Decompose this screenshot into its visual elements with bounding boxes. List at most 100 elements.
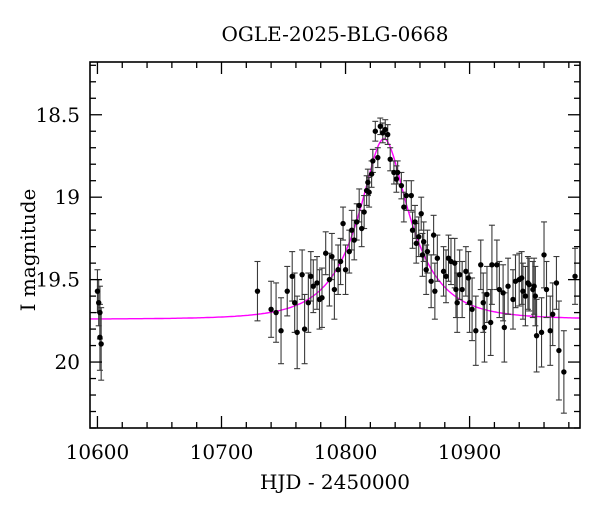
data-point xyxy=(494,262,500,268)
data-point xyxy=(387,156,393,162)
data-point xyxy=(473,328,479,334)
data-point xyxy=(423,267,429,273)
data-point xyxy=(305,300,312,306)
data-point xyxy=(319,295,325,301)
data-point xyxy=(403,192,410,199)
data-point xyxy=(322,250,329,256)
data-point xyxy=(443,273,449,280)
data-point xyxy=(254,288,261,294)
y-tick-label: 18.5 xyxy=(35,103,80,127)
data-point xyxy=(526,281,532,288)
data-point xyxy=(95,300,102,306)
data-point xyxy=(368,171,375,177)
data-point xyxy=(268,306,274,312)
data-point xyxy=(480,300,486,306)
data-point xyxy=(346,248,352,255)
data-point xyxy=(329,253,335,260)
data-point xyxy=(393,176,400,182)
data-point xyxy=(337,258,344,265)
data-point xyxy=(331,286,338,293)
data-point xyxy=(299,271,305,278)
data-point xyxy=(408,192,414,199)
data-point xyxy=(278,328,284,334)
y-tick-label: 20 xyxy=(55,350,80,374)
data-point xyxy=(419,252,426,258)
data-point xyxy=(541,252,547,258)
data-point xyxy=(432,288,438,294)
data-point xyxy=(520,288,526,294)
error-bars xyxy=(94,117,579,414)
data-point xyxy=(561,369,567,375)
data-point xyxy=(463,268,469,275)
data-point xyxy=(556,347,562,354)
data-point xyxy=(430,232,437,238)
data-point xyxy=(372,128,379,134)
data-point xyxy=(532,293,539,299)
data-point xyxy=(469,306,475,312)
data-point xyxy=(377,123,383,129)
data-point xyxy=(505,283,511,289)
data-point xyxy=(358,225,365,232)
data-point xyxy=(398,182,405,189)
data-point xyxy=(354,219,360,225)
x-tick-label: 10800 xyxy=(314,440,378,464)
data-point xyxy=(391,169,397,176)
data-point xyxy=(550,311,556,317)
data-point xyxy=(273,309,279,316)
data-point xyxy=(501,324,508,331)
data-point xyxy=(418,210,424,217)
data-point xyxy=(466,300,473,306)
x-axis-label: HJD - 2450000 xyxy=(259,470,411,494)
data-point xyxy=(440,268,447,275)
data-point xyxy=(412,219,418,225)
data-point xyxy=(314,280,320,286)
data-point xyxy=(459,286,465,293)
data-point xyxy=(572,273,578,280)
data-point xyxy=(518,275,525,281)
data-point xyxy=(284,288,290,294)
data-point xyxy=(538,329,545,336)
data-point xyxy=(361,209,367,215)
axis-ticks xyxy=(90,62,580,429)
x-tick-label: 10600 xyxy=(66,440,130,464)
data-point xyxy=(394,169,401,176)
data-point xyxy=(543,286,550,293)
data-point xyxy=(366,189,372,195)
data-point xyxy=(98,341,104,347)
data-point xyxy=(401,204,407,210)
data-point xyxy=(481,324,488,331)
plot-frame xyxy=(89,61,581,429)
data-point xyxy=(434,255,441,261)
data-point xyxy=(94,288,101,294)
data-point xyxy=(424,248,431,255)
data-point xyxy=(500,290,506,296)
data-point xyxy=(294,329,300,336)
data-point xyxy=(465,275,472,281)
data-point xyxy=(291,300,298,306)
data-point xyxy=(349,227,355,233)
data-point xyxy=(301,326,308,332)
data-point xyxy=(533,332,540,339)
y-tick-label: 19.5 xyxy=(35,268,80,292)
data-point xyxy=(413,240,419,247)
data-point xyxy=(453,286,459,293)
data-point xyxy=(409,227,416,233)
data-point xyxy=(420,239,427,245)
data-point xyxy=(531,283,537,289)
data-point xyxy=(356,202,362,209)
data-point xyxy=(454,300,460,306)
data-point xyxy=(97,309,103,316)
data-point xyxy=(326,276,333,283)
data-points xyxy=(94,123,578,375)
data-point xyxy=(310,283,316,289)
chart-title: OGLE-2025-BLG-0668 xyxy=(221,22,449,46)
data-point xyxy=(289,273,295,280)
data-point xyxy=(487,319,494,326)
data-point xyxy=(342,267,349,273)
x-tick-label: 10700 xyxy=(190,440,254,464)
data-point xyxy=(484,291,490,298)
data-point xyxy=(510,296,516,303)
x-tick-label: 10900 xyxy=(438,440,502,464)
